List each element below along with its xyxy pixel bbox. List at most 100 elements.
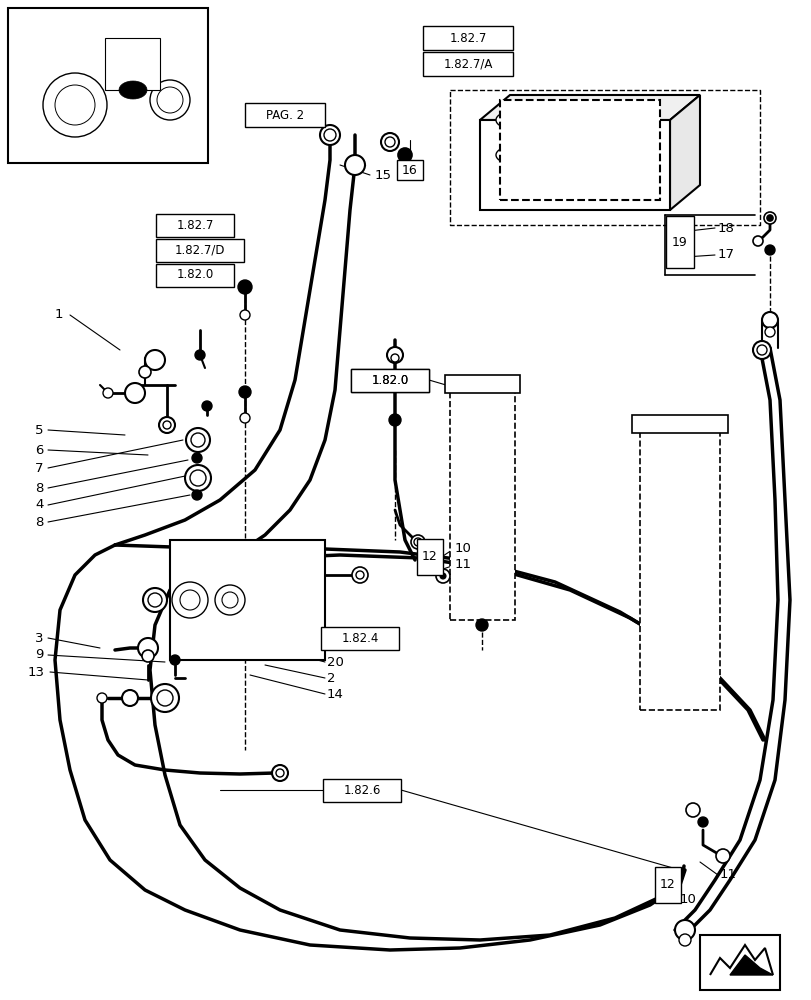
Bar bbox=[631, 415, 727, 433]
Circle shape bbox=[355, 571, 363, 579]
Ellipse shape bbox=[616, 112, 643, 128]
Circle shape bbox=[122, 690, 138, 706]
Circle shape bbox=[766, 215, 772, 221]
Ellipse shape bbox=[535, 147, 564, 163]
Bar bbox=[500, 100, 659, 200]
Bar bbox=[417, 539, 443, 575]
Bar bbox=[350, 368, 428, 391]
Circle shape bbox=[440, 573, 445, 579]
Text: 12: 12 bbox=[659, 878, 675, 892]
Circle shape bbox=[191, 453, 202, 463]
Circle shape bbox=[103, 388, 113, 398]
Circle shape bbox=[410, 535, 424, 549]
Text: 1.82.7: 1.82.7 bbox=[448, 32, 486, 45]
Ellipse shape bbox=[575, 147, 603, 163]
Text: 19: 19 bbox=[672, 235, 687, 248]
Text: 11: 11 bbox=[719, 868, 736, 882]
Text: 10: 10 bbox=[679, 894, 696, 906]
Circle shape bbox=[125, 383, 145, 403]
Text: 4: 4 bbox=[35, 498, 43, 512]
Circle shape bbox=[752, 341, 770, 359]
Polygon shape bbox=[38, 48, 188, 128]
Text: 12: 12 bbox=[422, 550, 437, 564]
Circle shape bbox=[756, 345, 766, 355]
Circle shape bbox=[380, 133, 398, 151]
Circle shape bbox=[324, 129, 336, 141]
Bar bbox=[444, 375, 519, 393]
Circle shape bbox=[436, 569, 449, 583]
Circle shape bbox=[674, 920, 694, 940]
Circle shape bbox=[191, 433, 204, 447]
Circle shape bbox=[138, 638, 158, 658]
Circle shape bbox=[351, 567, 367, 583]
Polygon shape bbox=[729, 955, 772, 975]
Circle shape bbox=[191, 490, 202, 500]
Text: 1: 1 bbox=[55, 308, 63, 322]
Bar bbox=[654, 867, 680, 903]
Circle shape bbox=[139, 366, 151, 378]
Circle shape bbox=[764, 245, 774, 255]
Bar bbox=[156, 238, 243, 261]
Text: 1.82.7: 1.82.7 bbox=[176, 219, 213, 232]
Circle shape bbox=[240, 310, 250, 320]
Polygon shape bbox=[669, 95, 699, 210]
Bar bbox=[397, 160, 423, 180]
Circle shape bbox=[55, 85, 95, 125]
Circle shape bbox=[157, 690, 173, 706]
Text: 5: 5 bbox=[35, 424, 44, 436]
Circle shape bbox=[238, 386, 251, 398]
Bar bbox=[699, 935, 779, 990]
Text: 1.82.0: 1.82.0 bbox=[176, 268, 213, 282]
Text: 13: 13 bbox=[28, 666, 45, 678]
Circle shape bbox=[320, 125, 340, 145]
Ellipse shape bbox=[616, 147, 643, 163]
Bar bbox=[245, 103, 324, 127]
Circle shape bbox=[414, 538, 422, 546]
Circle shape bbox=[157, 87, 182, 113]
Circle shape bbox=[202, 401, 212, 411]
Text: 11: 11 bbox=[454, 558, 471, 572]
Circle shape bbox=[388, 414, 401, 426]
Circle shape bbox=[43, 73, 107, 137]
Text: 7: 7 bbox=[35, 462, 44, 475]
Circle shape bbox=[276, 769, 284, 777]
Bar bbox=[639, 430, 719, 710]
Circle shape bbox=[185, 465, 211, 491]
Bar bbox=[665, 216, 693, 268]
Text: 17: 17 bbox=[717, 248, 734, 261]
Bar bbox=[169, 540, 324, 660]
Text: 8: 8 bbox=[35, 482, 43, 494]
Text: 1.82.7/D: 1.82.7/D bbox=[174, 243, 225, 256]
Circle shape bbox=[169, 655, 180, 665]
Circle shape bbox=[145, 350, 165, 370]
Text: 16: 16 bbox=[401, 164, 418, 177]
Circle shape bbox=[397, 148, 411, 162]
Circle shape bbox=[685, 803, 699, 817]
Bar bbox=[156, 263, 234, 286]
Circle shape bbox=[180, 590, 200, 610]
Circle shape bbox=[195, 350, 204, 360]
Circle shape bbox=[391, 354, 398, 362]
Bar bbox=[350, 368, 428, 391]
Circle shape bbox=[172, 582, 208, 618]
Text: 1.82.0: 1.82.0 bbox=[371, 373, 408, 386]
Bar bbox=[423, 52, 513, 76]
Circle shape bbox=[163, 421, 171, 429]
Text: 10: 10 bbox=[454, 542, 471, 554]
Text: 1.82.7/A: 1.82.7/A bbox=[443, 58, 492, 71]
Text: 9: 9 bbox=[35, 648, 43, 662]
Text: PAG. 2: PAG. 2 bbox=[266, 109, 303, 122]
Circle shape bbox=[715, 849, 729, 863]
Polygon shape bbox=[479, 95, 699, 120]
Circle shape bbox=[190, 470, 206, 486]
Bar bbox=[423, 26, 513, 50]
Circle shape bbox=[143, 588, 167, 612]
Text: 2: 2 bbox=[327, 672, 335, 684]
Text: 1.82.4: 1.82.4 bbox=[341, 632, 378, 644]
Text: 20: 20 bbox=[327, 656, 343, 668]
Circle shape bbox=[678, 934, 690, 946]
Circle shape bbox=[159, 417, 175, 433]
Circle shape bbox=[215, 585, 245, 615]
Bar bbox=[156, 214, 234, 236]
Circle shape bbox=[151, 684, 178, 712]
